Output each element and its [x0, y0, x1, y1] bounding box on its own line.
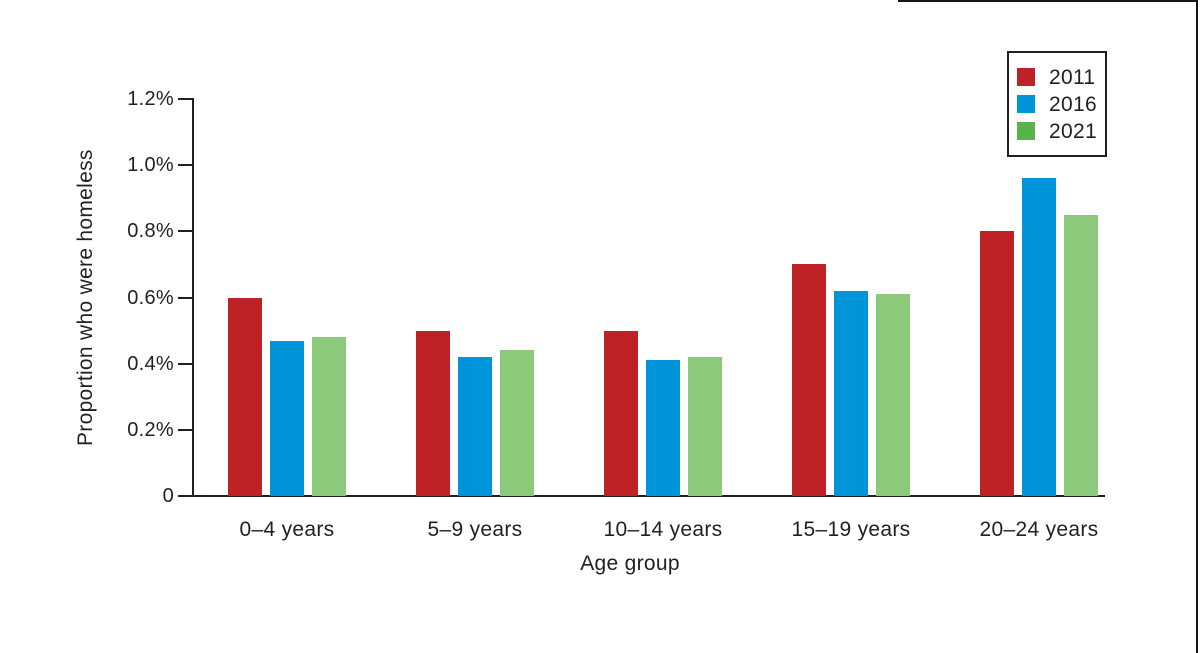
- y-tick-mark: [178, 362, 193, 365]
- bar-2021-10–14-years: [688, 357, 722, 496]
- x-category-label: 5–9 years: [427, 518, 523, 541]
- card-right-border: [1196, 0, 1198, 653]
- y-tick-label: 0: [162, 485, 174, 507]
- legend-item-2021: 2021: [1017, 121, 1105, 142]
- legend-box: 2011 2016 2021: [1007, 51, 1107, 157]
- legend-item-2016: 2016: [1017, 94, 1105, 115]
- bar-2021-5–9-years: [500, 350, 534, 496]
- y-axis-line: [192, 98, 194, 497]
- legend-label: 2011: [1049, 65, 1096, 89]
- x-axis-title: Age group: [580, 552, 680, 575]
- bar-2011-0–4-years: [228, 297, 262, 496]
- bar-2021-0–4-years: [312, 337, 346, 496]
- bar-2011-5–9-years: [416, 330, 450, 496]
- y-tick-mark: [178, 98, 193, 100]
- legend-label: 2021: [1049, 119, 1097, 143]
- x-category-label: 20–24 years: [979, 518, 1099, 541]
- bar-2016-15–19-years: [834, 290, 868, 496]
- x-category-label: 15–19 years: [791, 518, 911, 541]
- bar-2011-15–19-years: [792, 264, 826, 496]
- y-tick-mark: [178, 164, 193, 167]
- y-tick-label: 0.4%: [127, 352, 174, 375]
- y-tick-mark: [178, 296, 193, 299]
- y-tick-mark: [178, 495, 193, 497]
- y-tick-label: 0.6%: [127, 286, 174, 309]
- legend-swatch-2021: [1017, 122, 1035, 140]
- bar-2016-0–4-years: [270, 340, 304, 496]
- y-tick-label: 1.0%: [127, 154, 174, 177]
- bar-2016-10–14-years: [646, 360, 680, 496]
- y-tick-label: 0.2%: [127, 418, 174, 441]
- y-tick-label: 1.2%: [127, 88, 174, 110]
- legend-swatch-2016: [1017, 95, 1035, 113]
- bar-2016-20–24-years: [1022, 178, 1056, 496]
- legend-item-2011: 2011: [1017, 67, 1105, 88]
- y-tick-label: 0.8%: [127, 220, 174, 243]
- x-axis-line: [192, 495, 1105, 497]
- bar-2011-20–24-years: [980, 231, 1014, 496]
- y-tick-mark: [178, 428, 193, 431]
- x-category-label: 10–14 years: [603, 518, 723, 541]
- bar-2021-20–24-years: [1064, 214, 1098, 496]
- legend-label: 2016: [1049, 92, 1097, 116]
- x-category-label: 0–4 years: [239, 518, 335, 541]
- y-tick-mark: [178, 230, 193, 233]
- card-top-border: [898, 0, 1198, 2]
- legend-swatch-2011: [1017, 68, 1035, 86]
- bar-2016-5–9-years: [458, 357, 492, 496]
- bar-2011-10–14-years: [604, 330, 638, 496]
- bar-2021-15–19-years: [876, 294, 910, 496]
